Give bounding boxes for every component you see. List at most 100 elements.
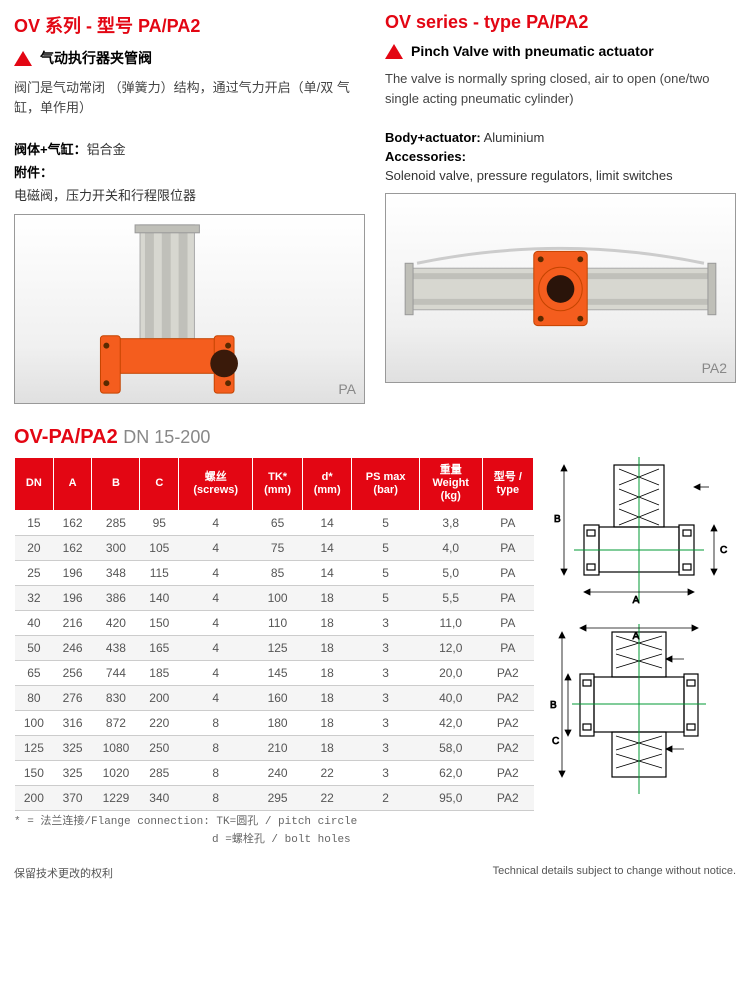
table-cell: 20	[15, 535, 54, 560]
table-cell: 285	[140, 760, 179, 785]
table-cell: 18	[302, 710, 352, 735]
table-cell: 4	[179, 635, 253, 660]
table-cell: 105	[140, 535, 179, 560]
table-cell: 420	[92, 610, 140, 635]
table-cell: PA2	[482, 760, 533, 785]
spec-acc-cn: 附件：	[14, 162, 365, 181]
table-cell: 872	[92, 710, 140, 735]
table-cell: 4	[179, 560, 253, 585]
spec-table-wrap: DNABC螺丝(screws)TK*(mm)d*(mm)PS max(bar)重…	[14, 457, 534, 847]
table-cell: 4	[179, 685, 253, 710]
table-cell: 4,0	[419, 535, 482, 560]
table-cell: 4	[179, 535, 253, 560]
table-cell: 162	[53, 535, 92, 560]
footnote-2: d =螺栓孔 / bolt holes	[14, 833, 534, 847]
table-cell: 145	[253, 660, 303, 685]
footer-left: 保留技术更改的权利	[14, 865, 113, 881]
valve-pa2-illustration	[386, 194, 735, 382]
table-cell: 14	[302, 535, 352, 560]
table-cell: 316	[53, 710, 92, 735]
table-cell: 160	[253, 685, 303, 710]
table-cell: 18	[302, 610, 352, 635]
desc-cn: 阀门是气动常闭 （弹簧力）结构，通过气力开启（单/双 气缸，单作用）	[14, 78, 365, 117]
table-cell: 18	[302, 660, 352, 685]
dim-b: B	[554, 514, 561, 525]
table-cell: 15	[15, 510, 54, 535]
table-cell: PA2	[482, 785, 533, 810]
table-cell: 220	[140, 710, 179, 735]
diagram-pa: A B C	[544, 457, 734, 612]
table-cell: 300	[92, 535, 140, 560]
table-cell: 340	[140, 785, 179, 810]
diagram-pa2: A B C	[544, 624, 734, 799]
product-photo-pa: PA	[14, 214, 365, 404]
spec-body-cn: 阀体+气缸：铝合金	[14, 139, 365, 158]
table-header-row: DNABC螺丝(screws)TK*(mm)d*(mm)PS max(bar)重…	[15, 458, 534, 511]
triangle-icon	[14, 51, 32, 66]
table-cell: 250	[140, 735, 179, 760]
table-cell: 40,0	[419, 685, 482, 710]
table-cell: 22	[302, 760, 352, 785]
table-cell: PA2	[482, 685, 533, 710]
table-cell: 216	[53, 610, 92, 635]
table-cell: 4	[179, 585, 253, 610]
table-row: 251963481154851455,0PA	[15, 560, 534, 585]
table-cell: 18	[302, 685, 352, 710]
table-cell: 18	[302, 635, 352, 660]
subhead-row-cn: 气动执行器夹管阀	[14, 48, 365, 68]
table-cell: 8	[179, 785, 253, 810]
table-cell: 4	[179, 610, 253, 635]
table-cell: PA	[482, 535, 533, 560]
table-cell: 110	[253, 610, 303, 635]
table-header-cell: B	[92, 458, 140, 511]
table-row: 50246438165412518312,0PA	[15, 635, 534, 660]
table-row: 2003701229340829522295,0PA2	[15, 785, 534, 810]
table-cell: 3	[352, 760, 419, 785]
table-cell: 75	[253, 535, 303, 560]
table-cell: 4	[179, 510, 253, 535]
dim-b: B	[550, 700, 557, 711]
table-cell: 348	[92, 560, 140, 585]
table-cell: 196	[53, 560, 92, 585]
table-body: 15162285954651453,8PA201623001054751454,…	[15, 510, 534, 810]
table-header-cell: 型号 /type	[482, 458, 533, 511]
table-cell: 40	[15, 610, 54, 635]
table-cell: 50	[15, 635, 54, 660]
table-cell: 115	[140, 560, 179, 585]
footnote-1: * = 法兰连接/Flange connection: TK=圆孔 / pitc…	[14, 815, 534, 829]
table-cell: 3	[352, 660, 419, 685]
table-header-cell: TK*(mm)	[253, 458, 303, 511]
table-cell: PA2	[482, 660, 533, 685]
title-en: OV series - type PA/PA2	[385, 12, 736, 33]
table-cell: PA	[482, 585, 533, 610]
table-cell: 5	[352, 585, 419, 610]
table-cell: 386	[92, 585, 140, 610]
table-cell: 200	[15, 785, 54, 810]
table-cell: 1229	[92, 785, 140, 810]
table-cell: 3,8	[419, 510, 482, 535]
table-cell: 20,0	[419, 660, 482, 685]
table-cell: 100	[15, 710, 54, 735]
table-row: 1503251020285824022362,0PA2	[15, 760, 534, 785]
table-header-cell: PS max(bar)	[352, 458, 419, 511]
table-cell: 5,5	[419, 585, 482, 610]
table-cell: 80	[15, 685, 54, 710]
table-cell: 256	[53, 660, 92, 685]
photo-pa-label: PA	[338, 381, 356, 397]
dim-a: A	[633, 595, 640, 606]
table-row: 80276830200416018340,0PA2	[15, 685, 534, 710]
table-cell: 5	[352, 535, 419, 560]
valve-pa-illustration	[15, 215, 364, 403]
subhead-en: Pinch Valve with pneumatic actuator	[411, 43, 654, 59]
table-cell: 150	[15, 760, 54, 785]
table-cell: 11,0	[419, 610, 482, 635]
table-cell: 14	[302, 560, 352, 585]
dim-c: C	[552, 736, 559, 747]
table-cell: PA	[482, 635, 533, 660]
table-cell: 14	[302, 510, 352, 535]
spec-body-en: Body+actuator: Aluminium	[385, 130, 736, 145]
table-cell: 325	[53, 760, 92, 785]
table-cell: PA2	[482, 735, 533, 760]
table-header-cell: C	[140, 458, 179, 511]
table-cell: 140	[140, 585, 179, 610]
